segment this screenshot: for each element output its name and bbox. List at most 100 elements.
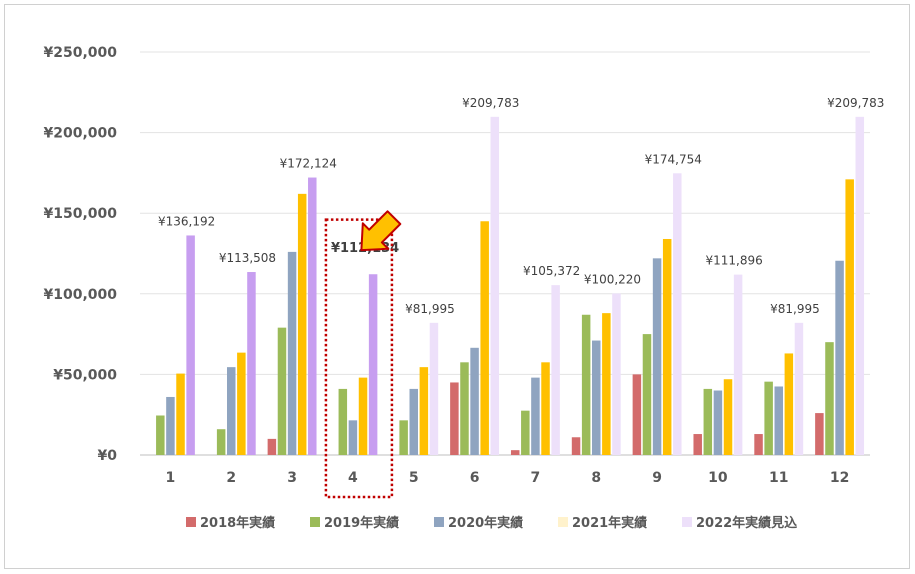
bar (632, 374, 642, 455)
bar (845, 179, 854, 455)
data-label: ¥172,124 (280, 157, 337, 171)
bar (592, 340, 601, 455)
x-tick-label: 2 (226, 470, 236, 486)
bar (662, 238, 672, 455)
bar (368, 274, 378, 455)
legend-label: 2022年実績見込 (696, 515, 798, 531)
bar (227, 367, 236, 455)
data-label: ¥136,192 (158, 214, 215, 228)
legend-label: 2019年実績 (324, 515, 399, 531)
y-tick-label: ¥250,000 (43, 45, 117, 61)
x-tick-label: 9 (652, 470, 662, 486)
x-tick-label: 12 (830, 470, 849, 486)
x-tick-label: 5 (409, 470, 419, 486)
legend-label: 2021年実績 (572, 515, 647, 531)
legend[interactable]: 2018年実績 2019年実績 2020年実績 2021年実績 2022年実績見込 (186, 515, 798, 531)
bar (855, 116, 865, 455)
bar-chart: ¥0 ¥50,000 ¥100,000 ¥150,000 ¥200,000 ¥250,00… (43, 45, 884, 531)
data-label: ¥113,508 (219, 251, 276, 265)
bars (156, 116, 865, 455)
bar (166, 396, 175, 455)
y-tick-label: ¥150,000 (43, 206, 117, 222)
bar (693, 434, 702, 455)
legend-item[interactable]: 2022年実績見込 (682, 515, 798, 531)
y-tick-label: ¥200,000 (43, 126, 117, 142)
x-axis: 1 2 3 4 5 6 7 8 9 10 11 12 (166, 470, 850, 486)
bar (176, 373, 185, 455)
bar (216, 429, 226, 455)
bar (247, 272, 256, 455)
legend-item[interactable]: 2018年実績 (186, 515, 275, 531)
legend-label: 2020年実績 (448, 515, 523, 531)
x-tick-label: 7 (531, 470, 541, 486)
bar (470, 347, 479, 455)
data-label: ¥174,754 (645, 152, 702, 166)
legend-swatch (558, 517, 568, 527)
bar (794, 322, 804, 455)
legend-item[interactable]: 2020年実績 (434, 515, 523, 531)
data-label: ¥209,783 (827, 96, 884, 110)
bar (581, 314, 591, 455)
bar (267, 438, 277, 455)
pointer-arrow-shape (360, 210, 402, 252)
bar (419, 367, 429, 455)
bar (815, 413, 824, 455)
bar (642, 334, 652, 455)
bar (409, 388, 418, 455)
bar (733, 274, 743, 455)
bar (287, 251, 297, 455)
bar (450, 382, 459, 455)
bar (521, 410, 530, 455)
gridlines (140, 51, 870, 456)
legend-label: 2018年実績 (200, 515, 275, 531)
data-label: ¥209,783 (462, 96, 519, 110)
y-tick-label: ¥50,000 (53, 367, 117, 383)
pointer-arrow-icon (360, 210, 402, 252)
bar (703, 388, 713, 455)
bar (774, 386, 783, 455)
bar (358, 377, 368, 455)
legend-swatch (682, 517, 692, 527)
data-label: ¥81,995 (405, 302, 455, 316)
x-tick-label: 10 (708, 470, 728, 486)
legend-swatch (434, 517, 444, 527)
x-tick-label: 4 (348, 470, 358, 486)
bar (531, 377, 540, 455)
bar (602, 313, 611, 455)
x-tick-label: 6 (470, 470, 480, 486)
bar (156, 415, 165, 455)
data-labels: ¥136,192¥113,508¥172,124¥112,134¥81,995¥… (158, 96, 884, 316)
highlight-box (324, 218, 394, 499)
x-tick-label: 1 (166, 470, 176, 486)
bar (348, 420, 358, 455)
x-tick-label: 3 (287, 470, 297, 486)
bar (723, 379, 733, 455)
highlight-annotation (324, 210, 402, 499)
legend-item[interactable]: 2021年実績 (558, 515, 647, 531)
data-label: ¥100,220 (584, 272, 641, 286)
bar (490, 116, 500, 455)
data-label: ¥105,372 (523, 264, 580, 278)
bar (186, 235, 195, 455)
bar (784, 353, 794, 455)
bar (612, 293, 621, 455)
bar (754, 434, 763, 455)
bar (571, 437, 581, 455)
chart-frame: ¥0 ¥50,000 ¥100,000 ¥150,000 ¥200,000 ¥250,00… (4, 4, 910, 569)
bar (835, 260, 844, 455)
bar (713, 390, 723, 455)
bar (510, 450, 520, 455)
bar (551, 285, 560, 455)
bar (297, 193, 307, 455)
legend-item[interactable]: 2019年実績 (310, 515, 399, 531)
bar (308, 177, 317, 455)
bar (460, 362, 469, 455)
bar (541, 362, 550, 455)
data-label: ¥111,896 (705, 254, 762, 268)
y-tick-label: ¥0 (98, 448, 118, 464)
data-label: ¥81,995 (770, 302, 820, 316)
bar (399, 420, 408, 455)
y-axis: ¥0 ¥50,000 ¥100,000 ¥150,000 ¥200,000 ¥250,00… (43, 45, 117, 464)
bar (825, 342, 834, 455)
legend-swatch (186, 517, 196, 527)
